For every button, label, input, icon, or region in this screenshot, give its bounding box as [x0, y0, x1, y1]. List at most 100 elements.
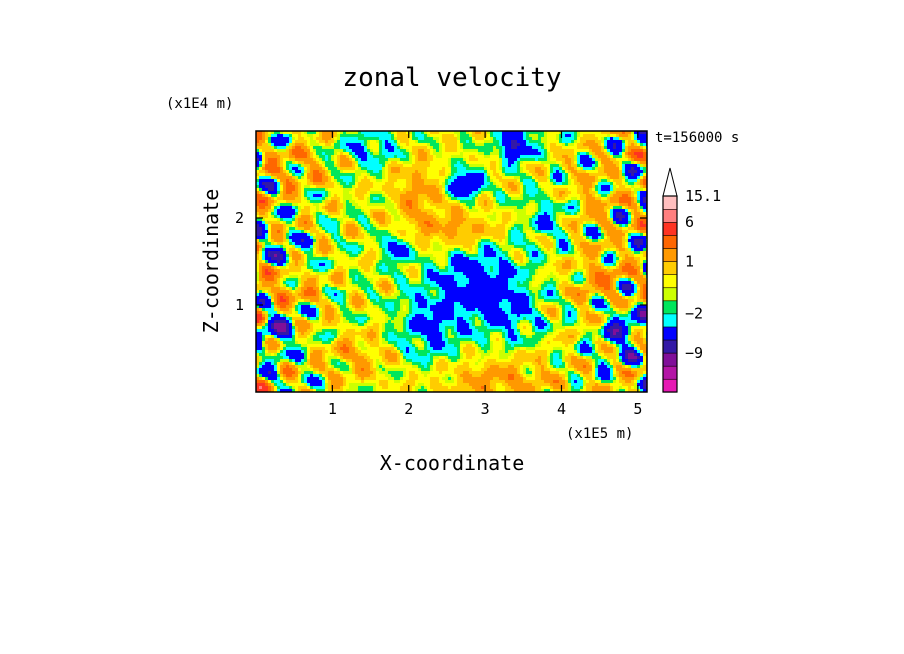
heatmap-cell	[400, 212, 404, 216]
heatmap-cell	[325, 203, 329, 207]
heatmap-cell	[607, 212, 611, 216]
heatmap-cell	[400, 200, 404, 204]
heatmap-cell	[385, 149, 389, 153]
heatmap-cell	[604, 161, 608, 165]
heatmap-cell	[523, 155, 527, 159]
heatmap-cell	[427, 161, 431, 165]
heatmap-cell	[379, 242, 383, 246]
heatmap-cell	[262, 239, 266, 243]
heatmap-cell	[325, 149, 329, 153]
heatmap-cell	[496, 143, 500, 147]
heatmap-cell	[619, 194, 623, 198]
heatmap-cell	[574, 218, 578, 222]
heatmap-cell	[571, 200, 575, 204]
heatmap-cell	[370, 224, 374, 228]
heatmap-cell	[511, 185, 515, 189]
heatmap-cell	[505, 146, 509, 150]
heatmap-cell	[526, 191, 530, 195]
heatmap-cell	[439, 182, 443, 186]
heatmap-cell	[493, 155, 497, 159]
heatmap-cell	[289, 164, 293, 168]
heatmap-cell	[643, 218, 647, 222]
heatmap-cell	[430, 131, 434, 135]
heatmap-cell	[604, 185, 608, 189]
heatmap-cell	[367, 233, 371, 237]
heatmap-cell	[493, 209, 497, 213]
heatmap-cell	[595, 209, 599, 213]
heatmap-cell	[631, 176, 635, 180]
heatmap-cell	[391, 197, 395, 201]
heatmap-cell	[457, 233, 461, 237]
heatmap-cell	[397, 230, 401, 234]
heatmap-cell	[505, 200, 509, 204]
heatmap-cell	[337, 230, 341, 234]
heatmap-cell	[325, 167, 329, 171]
heatmap-cell	[280, 245, 284, 249]
heatmap-cell	[349, 230, 353, 234]
heatmap-cell	[586, 158, 590, 162]
heatmap-cell	[373, 203, 377, 207]
heatmap-cell	[469, 218, 473, 222]
heatmap-cell	[529, 173, 533, 177]
heatmap-cell	[607, 239, 611, 243]
heatmap-cell	[412, 140, 416, 144]
heatmap-cell	[622, 146, 626, 150]
heatmap-cell	[262, 203, 266, 207]
heatmap-cell	[541, 176, 545, 180]
heatmap-cell	[505, 185, 509, 189]
heatmap-cell	[442, 182, 446, 186]
heatmap-cell	[397, 146, 401, 150]
heatmap-cell	[487, 152, 491, 156]
heatmap-cell	[352, 194, 356, 198]
heatmap-cell	[610, 161, 614, 165]
heatmap-cell	[298, 188, 302, 192]
heatmap-cell	[475, 200, 479, 204]
heatmap-cell	[289, 152, 293, 156]
heatmap-cell	[460, 137, 464, 141]
heatmap-cell	[580, 188, 584, 192]
heatmap-cell	[370, 179, 374, 183]
heatmap-cell	[619, 215, 623, 219]
heatmap-cell	[640, 170, 644, 174]
heatmap-cell	[280, 179, 284, 183]
heatmap-cell	[625, 158, 629, 162]
heatmap-cell	[355, 224, 359, 228]
heatmap-cell	[472, 242, 476, 246]
heatmap-cell	[367, 236, 371, 240]
heatmap-cell	[268, 239, 272, 243]
heatmap-cell	[367, 158, 371, 162]
heatmap-cell	[307, 200, 311, 204]
heatmap-cell	[625, 173, 629, 177]
heatmap-cell	[442, 173, 446, 177]
heatmap-cell	[367, 221, 371, 225]
heatmap-cell	[460, 200, 464, 204]
heatmap-cell	[334, 146, 338, 150]
heatmap-cell	[388, 215, 392, 219]
heatmap-cell	[598, 212, 602, 216]
heatmap-cell	[454, 188, 458, 192]
heatmap-cell	[277, 242, 281, 246]
heatmap-cell	[475, 146, 479, 150]
heatmap-cell	[637, 242, 641, 246]
heatmap-cell	[544, 209, 548, 213]
heatmap-cell	[292, 152, 296, 156]
heatmap-cell	[268, 170, 272, 174]
heatmap-cell	[559, 200, 563, 204]
heatmap-cell	[259, 233, 263, 237]
heatmap-cell	[379, 200, 383, 204]
heatmap-cell	[274, 203, 278, 207]
heatmap-cell	[634, 140, 638, 144]
heatmap-cell	[499, 185, 503, 189]
heatmap-cell	[487, 236, 491, 240]
heatmap-cell	[319, 230, 323, 234]
heatmap-cell	[517, 191, 521, 195]
heatmap-cell	[574, 200, 578, 204]
heatmap-cell	[550, 176, 554, 180]
heatmap-cell	[499, 236, 503, 240]
heatmap-cell	[283, 155, 287, 159]
heatmap-cell	[493, 158, 497, 162]
heatmap-cell	[643, 131, 647, 135]
heatmap-cell	[451, 137, 455, 141]
heatmap-cell	[286, 212, 290, 216]
heatmap-cell	[625, 167, 629, 171]
